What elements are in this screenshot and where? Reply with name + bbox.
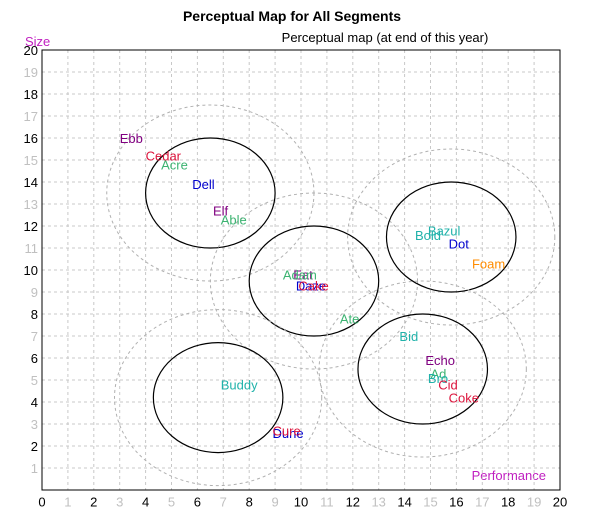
x-tick-label: 2 xyxy=(90,495,97,510)
chart-subtitle: Perceptual map (at end of this year) xyxy=(282,30,489,45)
product-label-able: Able xyxy=(221,212,247,227)
y-tick-label: 17 xyxy=(24,109,38,124)
x-tick-label: 4 xyxy=(142,495,149,510)
y-tick-label: 3 xyxy=(31,417,38,432)
segment-circles xyxy=(106,104,556,487)
y-tick-label: 11 xyxy=(25,241,39,256)
y-tick-label: 9 xyxy=(31,285,38,300)
product-label-foam: Foam xyxy=(472,256,505,271)
product-label-dell: Dell xyxy=(192,177,215,192)
x-tick-label: 12 xyxy=(346,495,360,510)
y-tick-label: 8 xyxy=(31,307,38,322)
product-label-bro: Bro xyxy=(428,371,448,386)
y-tick-label: 20 xyxy=(24,43,38,58)
y-tick-label: 18 xyxy=(24,87,38,102)
product-label-bazul: Bazul xyxy=(428,223,461,238)
x-tick-label: 15 xyxy=(423,495,437,510)
x-tick-label: 10 xyxy=(294,495,308,510)
product-label-cure: Cure xyxy=(273,424,301,439)
x-tick-label: 3 xyxy=(116,495,123,510)
product-label-elf: Elf xyxy=(213,204,229,219)
product-label-cedar: Cedar xyxy=(146,149,182,164)
product-label-coke: Coke xyxy=(449,391,479,406)
y-tick-label: 14 xyxy=(24,175,38,190)
x-tick-label: 1 xyxy=(64,495,71,510)
product-label-cake: Cake xyxy=(298,278,328,293)
y-tick-label: 16 xyxy=(24,131,38,146)
x-tick-label: 0 xyxy=(38,495,45,510)
segment-inner-circle xyxy=(385,181,517,293)
x-tick-label: 11 xyxy=(320,495,334,510)
segment-inner-circle xyxy=(357,313,489,425)
y-tick-label: 13 xyxy=(24,197,38,212)
product-label-adam: Adam xyxy=(283,267,317,282)
y-tick-label: 7 xyxy=(31,329,38,344)
x-tick-label: 7 xyxy=(220,495,227,510)
x-tick-label: 13 xyxy=(371,495,385,510)
product-label-dune: Dune xyxy=(273,426,304,441)
product-label-bid: Bid xyxy=(399,329,418,344)
product-label-daze: Daze xyxy=(296,278,326,293)
segment-outer-circle xyxy=(114,309,323,487)
x-tick-label: 20 xyxy=(553,495,567,510)
x-tick-label: 19 xyxy=(527,495,541,510)
x-tick-label: 5 xyxy=(168,495,175,510)
product-label-dot: Dot xyxy=(449,237,470,252)
y-axis-label: Size xyxy=(25,34,50,49)
segment-inner-circle xyxy=(145,137,276,249)
y-tick-label: 6 xyxy=(31,351,38,366)
x-tick-label: 8 xyxy=(246,495,253,510)
product-label-ate: Ate xyxy=(340,311,360,326)
y-tick-label: 2 xyxy=(31,439,38,454)
product-label-acre: Acre xyxy=(161,157,188,172)
y-tick-label: 12 xyxy=(24,219,38,234)
x-tick-label: 18 xyxy=(501,495,515,510)
product-label-echo: Echo xyxy=(425,353,455,368)
product-label-ebb: Ebb xyxy=(120,131,143,146)
y-tick-label: 5 xyxy=(31,373,38,388)
x-axis-label: Performance xyxy=(472,468,546,483)
x-tick-label: 17 xyxy=(475,495,489,510)
x-tick-label: 16 xyxy=(449,495,463,510)
product-label-cid: Cid xyxy=(438,377,458,392)
x-tick-label: 14 xyxy=(397,495,411,510)
product-label-bold: Bold xyxy=(415,228,441,243)
y-tick-label: 4 xyxy=(31,395,38,410)
grid-lines xyxy=(42,50,560,490)
product-label-eat: Eat xyxy=(293,267,313,282)
segment-outer-circle xyxy=(318,280,527,458)
product-label-buddy: Buddy xyxy=(221,377,258,392)
product-label-ad: Ad xyxy=(431,366,447,381)
segment-outer-circle xyxy=(347,148,556,326)
y-tick-label: 1 xyxy=(31,461,38,476)
x-tick-label: 9 xyxy=(271,495,278,510)
x-tick-label: 6 xyxy=(194,495,201,510)
tick-labels: 0 1 2 3 4 5 6 7 8 9 10 11 12 13 14 15 16 17 18 19 2012345678… xyxy=(24,43,568,510)
chart-title: Perceptual Map for All Segments xyxy=(183,8,401,24)
segment-inner-circle xyxy=(152,342,284,454)
y-tick-label: 10 xyxy=(24,263,38,278)
y-tick-label: 15 xyxy=(24,153,38,168)
y-tick-label: 19 xyxy=(24,65,38,80)
segment-inner-circle xyxy=(248,225,380,337)
plot-area-frame xyxy=(41,49,561,491)
